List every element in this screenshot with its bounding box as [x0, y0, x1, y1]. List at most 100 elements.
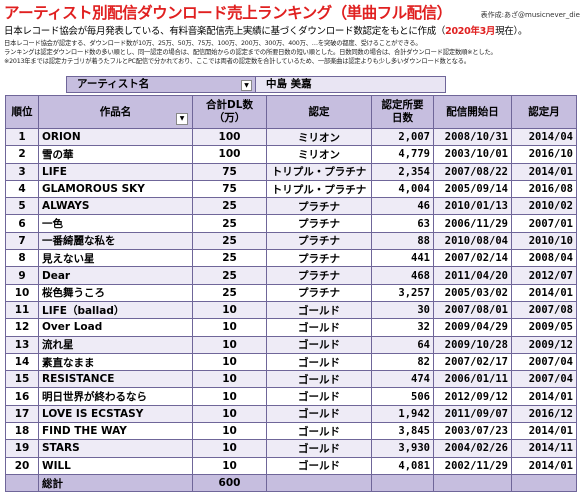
rank-cell: 17: [5, 404, 39, 424]
download-count-cell: 75: [192, 179, 267, 199]
cert-month-cell: 2009/05: [511, 318, 577, 337]
download-count-cell: 10: [192, 352, 267, 372]
rank-cell: 14: [5, 352, 39, 372]
table-row[interactable]: 20 WILL 10 ゴールド 4,081 2002/11/29 2014/01: [5, 456, 577, 475]
total-label: 総計: [38, 473, 193, 492]
download-count-cell: 10: [192, 439, 267, 458]
download-count-cell: 10: [192, 300, 267, 320]
certification-cell: プラチナ: [266, 283, 372, 302]
start-date-cell: 2003/10/01: [433, 145, 512, 164]
days-cell: 506: [371, 387, 434, 406]
certification-cell: ゴールド: [266, 439, 372, 458]
rank-cell: 5: [5, 197, 39, 216]
ranking-table-body: 1 ORION 100 ミリオン 2,007 2008/10/31 2014/04 2 雪の華 1…: [5, 127, 577, 475]
cert-month-cell: 2014/01: [511, 422, 577, 441]
header-rank: 順位: [5, 95, 39, 129]
subtitle-post: 現在）。: [495, 26, 528, 37]
days-cell: 88: [371, 231, 434, 251]
title-cell: ORION: [38, 127, 193, 147]
title-cell: LIFE: [38, 162, 193, 181]
start-date-cell: 2008/10/31: [433, 127, 512, 147]
days-cell: 474: [371, 370, 434, 389]
header-certification: 認定: [266, 95, 372, 129]
certification-cell: プラチナ: [266, 249, 372, 268]
rank-cell: 8: [5, 249, 39, 268]
table-row[interactable]: 1 ORION 100 ミリオン 2,007 2008/10/31 2014/04: [5, 127, 577, 147]
filter-dropdown-icon[interactable]: ▼: [241, 80, 252, 91]
table-row[interactable]: 16 明日世界が終わるなら 10 ゴールド 506 2012/09/12 2014/01: [5, 387, 577, 406]
cert-month-cell: 2010/02: [511, 197, 577, 216]
table-row[interactable]: 7 一番綺麗な私を 25 プラチナ 88 2010/08/04 2010/10: [5, 231, 577, 251]
cert-month-cell: 2014/04: [511, 127, 577, 147]
days-cell: 63: [371, 214, 434, 233]
rank-cell: 18: [5, 422, 39, 441]
days-cell: 468: [371, 266, 434, 285]
table-row[interactable]: 17 LOVE IS ECSTASY 10 ゴールド 1,942 2011/09/07 20…: [5, 404, 577, 424]
start-date-cell: 2012/09/12: [433, 387, 512, 406]
table-row[interactable]: 5 ALWAYS 25 プラチナ 46 2010/01/13 2010/02: [5, 197, 577, 216]
table-row[interactable]: 13 流れ星 10 ゴールド 64 2009/10/28 2009/12: [5, 335, 577, 354]
rank-cell: 15: [5, 370, 39, 389]
rank-cell: 19: [5, 439, 39, 458]
table-row[interactable]: 3 LIFE 75 トリプル・プラチナ 2,354 2007/08/22 2014/01: [5, 162, 577, 181]
table-row[interactable]: 11 LIFE（ballad） 10 ゴールド 30 2007/08/01 2007/08: [5, 300, 577, 320]
days-cell: 441: [371, 249, 434, 268]
download-count-cell: 25: [192, 231, 267, 251]
artist-filter-value: 中島 美嘉: [266, 78, 312, 90]
cert-month-cell: 2007/01: [511, 214, 577, 233]
table-row[interactable]: 9 Dear 25 プラチナ 468 2011/04/20 2012/07: [5, 266, 577, 285]
start-date-cell: 2007/08/22: [433, 162, 512, 181]
certification-cell: ゴールド: [266, 387, 372, 406]
artist-filter-value-cell[interactable]: 中島 美嘉: [255, 76, 446, 93]
table-row[interactable]: 10 桜色舞うころ 25 プラチナ 3,257 2005/03/02 2014/01: [5, 283, 577, 302]
cert-month-cell: 2014/01: [511, 283, 577, 302]
download-count-cell: 10: [192, 318, 267, 337]
certification-cell: トリプル・プラチナ: [266, 162, 372, 181]
start-date-cell: 2011/09/07: [433, 404, 512, 424]
cert-month-cell: 2008/04: [511, 249, 577, 268]
sort-dropdown-icon[interactable]: ▼: [176, 113, 188, 125]
table-row[interactable]: 12 Over Load 10 ゴールド 32 2009/04/29 2009/05: [5, 318, 577, 337]
download-count-cell: 25: [192, 283, 267, 302]
cert-month-cell: 2016/10: [511, 145, 577, 164]
table-row[interactable]: 8 見えない星 25 プラチナ 441 2007/02/14 2008/04: [5, 249, 577, 268]
certification-cell: ゴールド: [266, 335, 372, 354]
title-cell: Over Load: [38, 318, 193, 337]
note-line-1: 日本レコード協会が認定する、ダウンロード数が10万、25万、50万、75万、10…: [4, 40, 422, 47]
cert-month-cell: 2007/04: [511, 352, 577, 372]
download-count-cell: 10: [192, 422, 267, 441]
cert-month-cell: 2009/12: [511, 335, 577, 354]
title-cell: ALWAYS: [38, 197, 193, 216]
start-date-cell: 2006/11/29: [433, 214, 512, 233]
table-header-row: 順位 作品名 ▼ 合計DL数 （万） 認定 認定所要 日数 配信開始日 認定月: [5, 95, 577, 129]
start-date-cell: 2007/08/01: [433, 300, 512, 320]
start-date-cell: 2007/02/17: [433, 352, 512, 372]
start-date-cell: 2004/02/26: [433, 439, 512, 458]
subtitle-pre: 日本レコード協会が毎月発表している、有料音楽配信売上実績に基づくダウンロード数認…: [4, 26, 446, 37]
download-count-cell: 25: [192, 214, 267, 233]
table-row[interactable]: 4 GLAMOROUS SKY 75 トリプル・プラチナ 4,004 2005/09/14…: [5, 179, 577, 199]
days-cell: 3,845: [371, 422, 434, 441]
certification-cell: ゴールド: [266, 352, 372, 372]
rank-cell: 12: [5, 318, 39, 337]
cert-month-cell: 2012/07: [511, 266, 577, 285]
certification-cell: ゴールド: [266, 422, 372, 441]
days-cell: 2,354: [371, 162, 434, 181]
ranking-table: 順位 作品名 ▼ 合計DL数 （万） 認定 認定所要 日数 配信開始日 認定月 …: [5, 95, 577, 492]
title-cell: 見えない星: [38, 249, 193, 268]
table-row[interactable]: 2 雪の華 100 ミリオン 4,779 2003/10/01 2016/10: [5, 145, 577, 164]
start-date-cell: 2010/01/13: [433, 197, 512, 216]
download-count-cell: 10: [192, 335, 267, 354]
certification-cell: プラチナ: [266, 266, 372, 285]
header-title-label: 作品名: [99, 105, 132, 118]
rank-cell: 20: [5, 456, 39, 475]
download-count-cell: 10: [192, 404, 267, 424]
header-start-date: 配信開始日: [433, 95, 512, 129]
table-row[interactable]: 18 FIND THE WAY 10 ゴールド 3,845 2003/07/23 2014/…: [5, 422, 577, 441]
days-cell: 4,779: [371, 145, 434, 164]
table-row[interactable]: 14 素直なまま 10 ゴールド 82 2007/02/17 2007/04: [5, 352, 577, 372]
table-row[interactable]: 6 一色 25 プラチナ 63 2006/11/29 2007/01: [5, 214, 577, 233]
table-row[interactable]: 15 RESISTANCE 10 ゴールド 474 2006/01/11 2007/04: [5, 370, 577, 389]
note-line-3: ※2013年までは認定カテゴリが着うたフルとPC配信で分かれており、ここでは両者…: [4, 58, 470, 65]
table-row[interactable]: 19 STARS 10 ゴールド 3,930 2004/02/26 2014/11: [5, 439, 577, 458]
